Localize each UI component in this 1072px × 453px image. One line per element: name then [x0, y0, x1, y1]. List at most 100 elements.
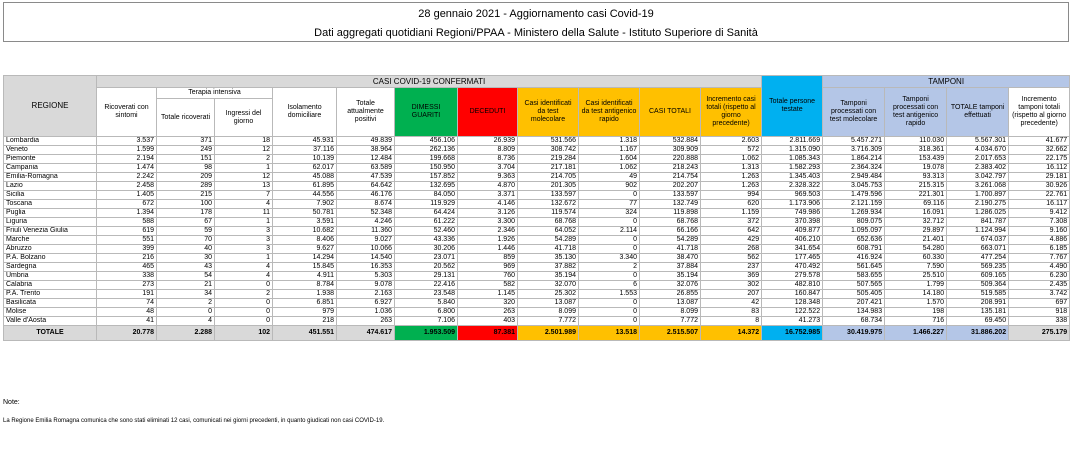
value-cell: 4.870 [457, 181, 518, 191]
value-cell: 409.877 [761, 226, 824, 236]
value-cell: 289 [156, 181, 215, 191]
value-cell: 68.768 [639, 217, 701, 227]
value-cell: 153.439 [884, 154, 948, 164]
value-cell: 429 [699, 235, 763, 245]
value-cell: 29.897 [884, 226, 948, 236]
total-value-cell: 2.515.507 [639, 325, 701, 341]
value-cell: 52.348 [336, 208, 395, 218]
value-cell: 64.642 [336, 181, 395, 191]
region-name-cell: Abruzzo [3, 244, 97, 254]
notes-text: La Regione Emilia Romagna comunica che s… [3, 418, 385, 424]
value-cell: 13.087 [639, 298, 701, 308]
total-label-cell: TOTALE [3, 325, 97, 341]
value-cell: 6.927 [336, 298, 395, 308]
value-cell: 119.898 [639, 208, 701, 218]
value-cell: 263 [457, 307, 518, 317]
value-cell: 0 [578, 235, 640, 245]
value-cell: 2.364.324 [822, 163, 886, 173]
value-cell: 509.364 [946, 280, 1010, 290]
value-cell: 8 [699, 316, 763, 326]
value-cell: 0 [578, 271, 640, 281]
value-cell: 561.645 [822, 262, 886, 272]
value-cell: 42 [699, 298, 763, 308]
value-cell: 157.852 [394, 172, 458, 182]
value-cell: 49.839 [336, 136, 395, 146]
col-header-attualmente-positivi: Totale attualmente positivi [336, 87, 395, 137]
table-row: P.A. Bolzano 216 30 1 14.294 14.540 23.071 859 3… [3, 253, 1071, 263]
value-cell: 14.180 [884, 289, 948, 299]
value-cell: 38.964 [336, 145, 395, 155]
table-body: Lombardia 3.537 371 18 45.931 49.839 456.106 26… [3, 136, 1071, 341]
value-cell: 3.591 [272, 217, 337, 227]
value-cell: 0 [214, 280, 273, 290]
value-cell: 465 [96, 262, 157, 272]
value-cell: 3.300 [457, 217, 518, 227]
table-row: Liguria 588 67 1 3.591 4.246 61.222 3.300 68.768… [3, 217, 1071, 227]
value-cell: 8.099 [517, 307, 579, 317]
value-cell: 7.308 [1008, 217, 1071, 227]
value-cell: 8.099 [639, 307, 701, 317]
value-cell: 0 [578, 217, 640, 227]
value-cell: 2 [214, 289, 273, 299]
value-cell: 35.194 [517, 271, 579, 281]
value-cell: 9.627 [272, 244, 337, 254]
total-value-cell: 16.752.985 [761, 325, 824, 341]
value-cell: 45.088 [272, 172, 337, 182]
value-cell: 25.302 [517, 289, 579, 299]
value-cell: 4 [214, 262, 273, 272]
table-row: Umbria 338 54 4 4.911 5.303 29.131 760 35.194 0 35… [3, 271, 1071, 281]
value-cell: 214.754 [639, 172, 701, 182]
value-cell: 3.042.797 [946, 172, 1010, 182]
total-value-cell: 30.419.975 [822, 325, 886, 341]
value-cell: 7.772 [517, 316, 579, 326]
value-cell: 1 [214, 217, 273, 227]
value-cell: 1.318 [578, 136, 640, 146]
region-name-cell: P.A. Bolzano [3, 253, 97, 263]
value-cell: 652.636 [822, 235, 886, 245]
value-cell: 1.159 [699, 208, 763, 218]
value-cell: 1.474 [96, 163, 157, 173]
value-cell: 11 [214, 208, 273, 218]
total-value-cell: 20.778 [96, 325, 157, 341]
value-cell: 16.353 [336, 262, 395, 272]
value-cell: 219.284 [517, 154, 579, 164]
value-cell: 6 [578, 280, 640, 290]
value-cell: 8.809 [457, 145, 518, 155]
value-cell: 2.121.159 [822, 199, 886, 209]
value-cell: 1.799 [884, 280, 948, 290]
value-cell: 237 [699, 262, 763, 272]
value-cell: 583.655 [822, 271, 886, 281]
table-row: Calabria 273 21 0 8.784 9.078 22.416 582 32.070 6… [3, 280, 1071, 290]
value-cell: 249 [156, 145, 215, 155]
table-row: Veneto 1.599 249 12 37.116 38.964 262.136 8.809… [3, 145, 1071, 155]
value-cell: 5.457.271 [822, 136, 886, 146]
value-cell: 25.510 [884, 271, 948, 281]
value-cell: 132.672 [517, 199, 579, 209]
value-cell: 37.116 [272, 145, 337, 155]
value-cell: 6.851 [272, 298, 337, 308]
value-cell: 262.136 [394, 145, 458, 155]
group-tamponi-header: TAMPONI [822, 75, 1071, 88]
value-cell: 177.465 [761, 253, 824, 263]
value-cell: 23.548 [394, 289, 458, 299]
table-row: Toscana 672 100 4 7.902 8.674 119.929 4.146 132.… [3, 199, 1071, 209]
total-value-cell: 275.179 [1008, 325, 1071, 341]
table-row: Puglia 1.394 178 11 50.781 52.348 64.424 3.126 1… [3, 208, 1071, 218]
col-header-totale-ricoverati: Totale ricoverati [156, 98, 215, 137]
value-cell: 2.242 [96, 172, 157, 182]
value-cell: 1 [214, 253, 273, 263]
value-cell: 70 [156, 235, 215, 245]
value-cell: 3.371 [457, 190, 518, 200]
value-cell: 416.924 [822, 253, 886, 263]
value-cell: 371 [156, 136, 215, 146]
value-cell: 67 [156, 217, 215, 227]
value-cell: 38.470 [639, 253, 701, 263]
value-cell: 0 [578, 298, 640, 308]
total-value-cell: 474.617 [336, 325, 395, 341]
value-cell: 22.175 [1008, 154, 1071, 164]
value-cell: 760 [457, 271, 518, 281]
value-cell: 399 [96, 244, 157, 254]
value-cell: 809.075 [822, 217, 886, 227]
value-cell: 1.345.403 [761, 172, 824, 182]
value-cell: 859 [457, 253, 518, 263]
